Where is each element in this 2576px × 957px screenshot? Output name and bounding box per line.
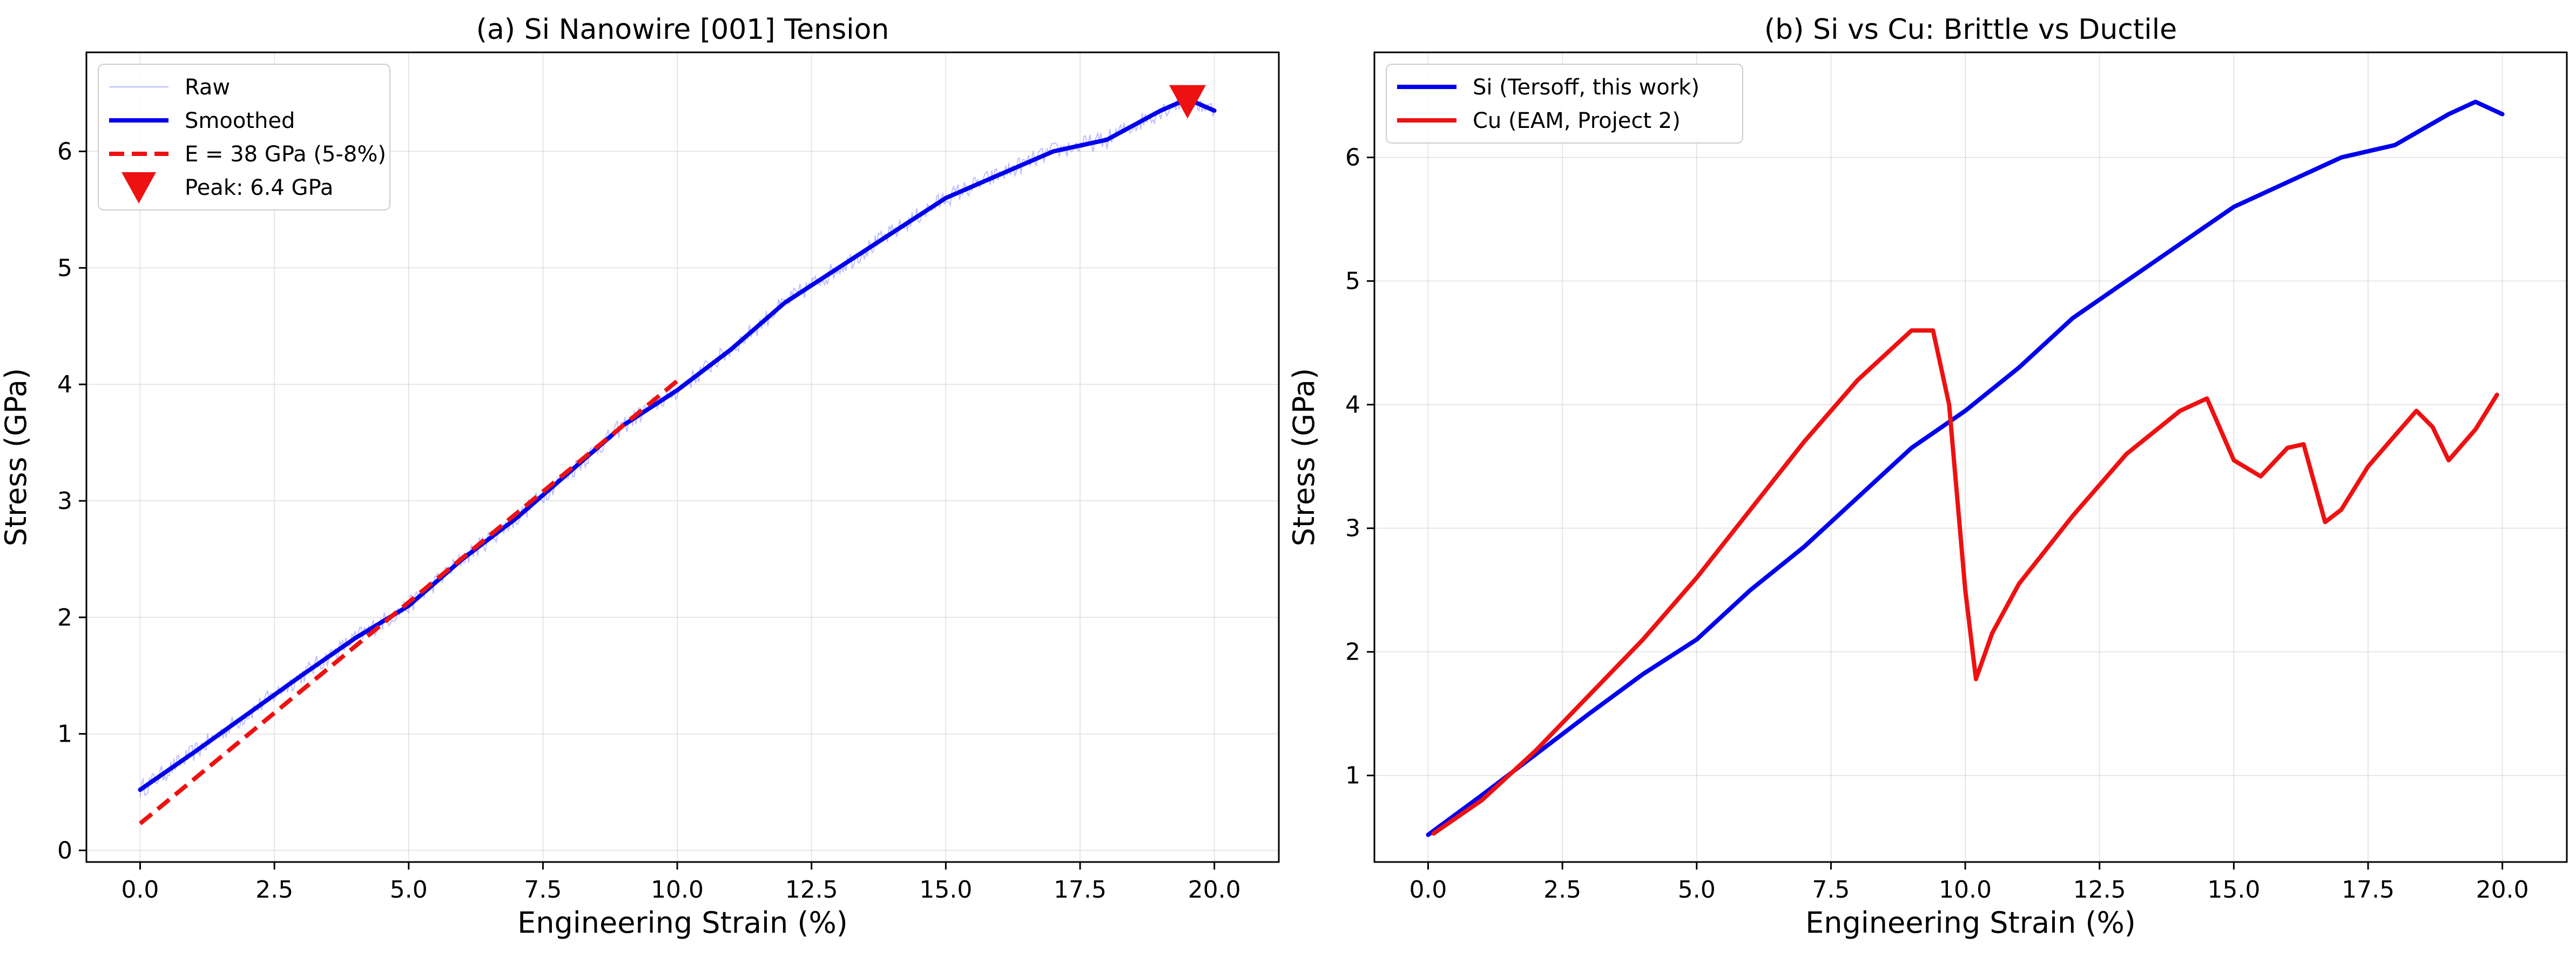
series-peak-6-4-gpa [1169,85,1206,119]
series-group-b [1426,99,2505,837]
legend-box [1386,64,1743,144]
series-group-a [138,85,1217,825]
y-tick-label: 3 [1345,515,1360,542]
legend-marker [122,172,156,203]
series-si-tersoff-this-work [1426,99,2505,837]
legend-box [98,64,390,211]
y-tick-label: 6 [57,138,72,165]
y-tick-label: 4 [1345,391,1360,419]
plot-frame-b [1373,51,2568,863]
x-tick-label: 17.5 [1054,876,1107,904]
x-tick-label: 20.0 [2476,876,2529,904]
chart-title-a: (a) Si Nanowire [001] Tension [476,13,889,46]
x-tick-label: 5.0 [390,876,428,904]
y-tick-label: 1 [1345,762,1360,790]
ticks-a: 0.0 2.5 5.0 7.5 10.0 12.5 15.0 17.5 20.0 0 1 2 3 4 5 6 [57,138,1241,904]
y-tick-label: 3 [57,487,72,515]
chart-panel-b: 0.0 2.5 5.0 7.5 10.0 12.5 15.0 17.5 20.0 1 2 3 4 5 6 (… [1287,13,2568,940]
y-tick-label: 1 [57,721,72,748]
legend-label: Smoothed [185,108,295,133]
y-tick-label: 2 [57,604,72,632]
x-tick-label: 10.0 [651,876,704,904]
x-tick-label: 15.0 [2207,876,2260,904]
y-tick-label: 4 [57,371,72,398]
plot-frame-a [85,51,1280,863]
x-axis-label-b: Engineering Strain (%) [1805,906,2136,940]
y-axis-label-b: Stress (GPa) [1287,368,1321,546]
series-smoothed [138,97,1217,792]
y-tick-label: 5 [1345,268,1360,295]
series-cu-eam-project-2 [1431,328,2499,836]
y-axis-label-a: Stress (GPa) [0,368,33,546]
x-tick-label: 0.0 [1409,876,1447,904]
legend-label: Raw [185,75,230,100]
series-e-38-gpa-5-8 [138,379,679,825]
y-tick-label: 0 [57,837,72,864]
ticks-b: 0.0 2.5 5.0 7.5 10.0 12.5 15.0 17.5 20.0 1 2 3 4 5 6 [1345,144,2529,904]
y-tick-label: 5 [57,254,72,282]
x-tick-label: 5.0 [1678,876,1716,904]
y-tick-label: 6 [1345,144,1360,172]
chart-panel-a: 0.0 2.5 5.0 7.5 10.0 12.5 15.0 17.5 20.00123456 … [0,13,1280,940]
chart-title-b: (b) Si vs Cu: Brittle vs Ductile [1764,13,2177,46]
x-axis-label-a: Engineering Strain (%) [517,906,848,940]
legend-a: Raw Smoothed E = 38 GPa (5-8%) Peak: 6.4 GP… [98,64,390,211]
legend-b: Si (Tersoff, this work) Cu (EAM, Project … [1386,64,1743,144]
legend-label: Si (Tersoff, this work) [1473,75,1700,100]
x-tick-label: 2.5 [1543,876,1581,904]
x-tick-label: 0.0 [121,876,159,904]
y-tick-label: 2 [1345,639,1360,666]
x-tick-label: 2.5 [255,876,293,904]
x-tick-label: 12.5 [785,876,838,904]
legend-label: Cu (EAM, Project 2) [1473,108,1681,133]
x-tick-label: 17.5 [2342,876,2395,904]
x-tick-label: 7.5 [524,876,562,904]
x-tick-label: 15.0 [919,876,972,904]
x-tick-label: 12.5 [2073,876,2126,904]
x-tick-label: 10.0 [1939,876,1992,904]
legend-label: E = 38 GPa (5-8%) [185,142,386,167]
x-tick-label: 20.0 [1188,876,1241,904]
x-tick-label: 7.5 [1812,876,1850,904]
legend-label: Peak: 6.4 GPa [185,175,333,200]
